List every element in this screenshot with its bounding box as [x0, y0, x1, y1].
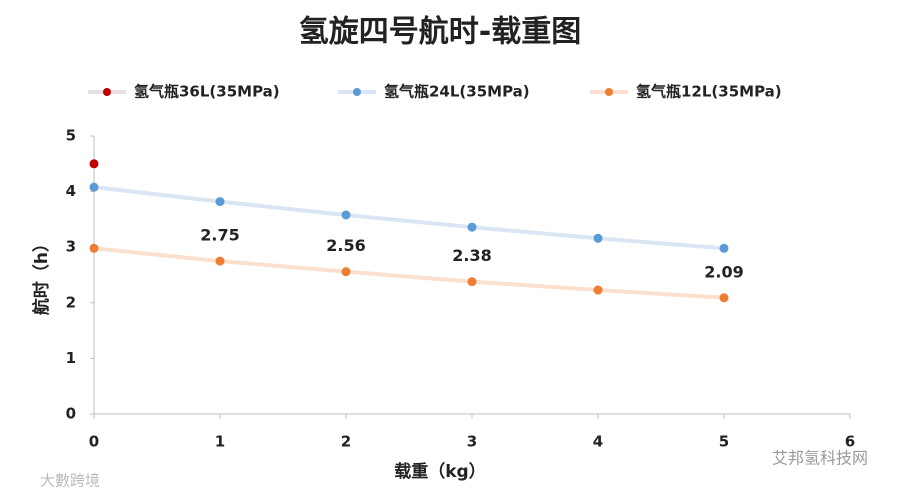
- legend-label: 氢气瓶24L(35MPa): [384, 83, 530, 101]
- data-point: [89, 243, 99, 253]
- data-point: [593, 285, 603, 295]
- x-tick-label: 2: [341, 433, 351, 451]
- data-point: [341, 210, 351, 220]
- series-line: [93, 185, 725, 251]
- data-point: [719, 243, 729, 253]
- y-tick-label: 5: [66, 127, 76, 145]
- chart-title: 氢旋四号航时-载重图: [299, 15, 581, 50]
- x-tick-label: 0: [89, 433, 99, 451]
- data-point: [215, 197, 225, 207]
- data-label: 2.75: [200, 226, 239, 245]
- x-tick-label: 3: [467, 433, 477, 451]
- data-point: [467, 222, 477, 232]
- data-point: [719, 293, 729, 303]
- series-line: [93, 246, 725, 300]
- y-tick-label: 1: [66, 349, 76, 367]
- data-point: [593, 233, 603, 243]
- legend-marker: [103, 88, 111, 96]
- legend-marker: [353, 88, 361, 96]
- y-tick-label: 0: [66, 405, 76, 423]
- y-tick-label: 4: [66, 182, 76, 200]
- legend-label: 氢气瓶12L(35MPa): [636, 83, 782, 101]
- x-tick-label: 6: [845, 433, 855, 451]
- x-tick-label: 5: [719, 433, 729, 451]
- y-axis-label: 航时（h）: [31, 235, 52, 315]
- data-point: [89, 159, 99, 169]
- x-axis-label: 载重（kg）: [394, 461, 485, 482]
- y-tick-label: 2: [66, 293, 76, 311]
- y-tick-label: 3: [66, 238, 76, 256]
- data-point: [215, 256, 225, 266]
- legend-marker: [605, 88, 613, 96]
- watermark: 大數跨境: [40, 472, 100, 490]
- data-label: 2.56: [326, 236, 365, 255]
- legend-label: 氢气瓶36L(35MPa): [134, 83, 280, 101]
- data-point: [89, 182, 99, 192]
- data-label: 2.09: [704, 262, 743, 281]
- x-tick-label: 1: [215, 433, 225, 451]
- watermark: 艾邦氢科技网: [772, 449, 868, 468]
- data-label: 2.38: [452, 246, 491, 265]
- x-tick-label: 4: [593, 433, 603, 451]
- data-point: [467, 277, 477, 287]
- data-point: [341, 267, 351, 277]
